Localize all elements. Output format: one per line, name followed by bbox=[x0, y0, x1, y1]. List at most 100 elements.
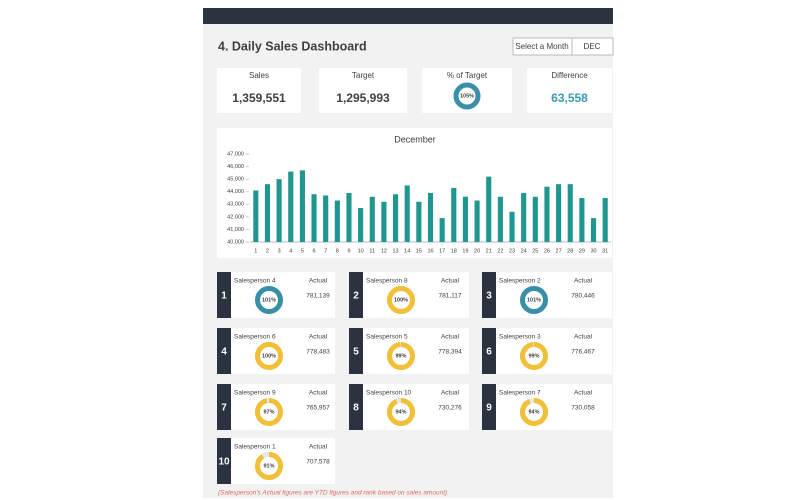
bar bbox=[451, 187, 457, 242]
actual-label: Actual bbox=[441, 390, 460, 397]
salesperson-name: Salesperson 6 bbox=[234, 334, 276, 341]
salesperson-name: Salesperson 2 bbox=[499, 278, 541, 285]
x-tick-label: 12 bbox=[381, 248, 387, 254]
actual-value: 730,276 bbox=[438, 405, 462, 412]
percent-label: 101% bbox=[527, 297, 541, 303]
bar bbox=[602, 198, 608, 242]
percent-label: 97% bbox=[263, 409, 274, 415]
bar bbox=[544, 186, 550, 242]
chart-card bbox=[217, 128, 612, 258]
bar bbox=[521, 192, 527, 242]
kpi-label: Sales bbox=[249, 71, 269, 80]
bar bbox=[299, 170, 305, 242]
x-tick-label: 1 bbox=[254, 248, 257, 254]
rank-box bbox=[349, 328, 363, 374]
title: 4. Daily Sales Dashboard bbox=[218, 39, 367, 53]
donut-arc bbox=[255, 286, 283, 314]
bar bbox=[590, 218, 597, 242]
kpi-label: Target bbox=[352, 71, 375, 80]
bar bbox=[579, 198, 585, 242]
donut-arc bbox=[387, 398, 415, 426]
x-tick-label: 31 bbox=[602, 248, 608, 254]
footnote: (Salesperson's Actual figures are YTD fi… bbox=[218, 490, 447, 497]
salesperson-name: Salesperson 5 bbox=[366, 334, 408, 341]
bar bbox=[253, 190, 259, 242]
percent-label: 91% bbox=[263, 463, 274, 469]
month-selector[interactable] bbox=[512, 37, 614, 56]
x-tick-label: 29 bbox=[579, 248, 585, 254]
x-tick-label: 16 bbox=[427, 248, 433, 254]
bar bbox=[474, 200, 480, 242]
x-tick-label: 26 bbox=[544, 248, 550, 254]
salesperson-name: Salesperson 1 bbox=[234, 444, 276, 451]
top-bar bbox=[203, 8, 613, 24]
bar bbox=[404, 185, 410, 242]
y-tick-label: 47,000 bbox=[227, 151, 244, 157]
donut-arc bbox=[387, 286, 415, 314]
x-tick-label: 28 bbox=[567, 248, 573, 254]
bar bbox=[334, 200, 340, 242]
actual-label: Actual bbox=[574, 390, 593, 397]
x-tick-label: 10 bbox=[358, 248, 364, 254]
x-tick-label: 14 bbox=[404, 248, 410, 254]
x-tick-label: 2 bbox=[266, 248, 269, 254]
chart-title: December bbox=[394, 134, 436, 144]
rank: 9 bbox=[486, 403, 492, 414]
bar bbox=[323, 195, 329, 242]
percent-label: 99% bbox=[528, 353, 539, 359]
x-tick-label: 19 bbox=[462, 248, 468, 254]
kpi-card bbox=[527, 68, 612, 113]
rank-box bbox=[217, 272, 231, 318]
salesperson-name: Salesperson 10 bbox=[366, 390, 412, 397]
bar bbox=[416, 201, 422, 242]
rank-box bbox=[349, 272, 363, 318]
month-label: Select a Month bbox=[515, 42, 568, 51]
rank-box bbox=[482, 328, 496, 374]
x-tick-label: 23 bbox=[509, 248, 515, 254]
rank: 6 bbox=[486, 347, 492, 358]
x-tick-label: 13 bbox=[393, 248, 399, 254]
actual-value: 780,446 bbox=[571, 293, 595, 300]
rank-box bbox=[482, 384, 496, 430]
x-tick-label: 30 bbox=[590, 248, 596, 254]
x-tick-label: 9 bbox=[347, 248, 350, 254]
x-tick-label: 27 bbox=[556, 248, 562, 254]
rank-box bbox=[482, 272, 496, 318]
actual-value: 778,394 bbox=[438, 349, 462, 356]
bar bbox=[556, 184, 562, 242]
donut-arc bbox=[520, 286, 548, 314]
donut-arc bbox=[255, 452, 283, 480]
percent-label: 94% bbox=[395, 409, 406, 415]
actual-value: 778,483 bbox=[306, 349, 330, 356]
month-value[interactable]: DEC bbox=[584, 42, 601, 51]
kpi-label: % of Target bbox=[447, 71, 488, 80]
kpi-card bbox=[319, 68, 407, 113]
kpi-value: 1,359,551 bbox=[232, 91, 286, 105]
actual-label: Actual bbox=[309, 444, 328, 451]
kpi-value: 1,295,993 bbox=[336, 91, 390, 105]
donut-arc bbox=[520, 398, 548, 426]
actual-label: Actual bbox=[309, 390, 328, 397]
x-tick-label: 18 bbox=[451, 248, 457, 254]
actual-value: 781,139 bbox=[306, 293, 330, 300]
y-tick-label: 40,000 bbox=[227, 239, 244, 245]
rank-box bbox=[217, 438, 231, 484]
actual-label: Actual bbox=[441, 278, 460, 285]
actual-label: Actual bbox=[574, 334, 593, 341]
percent-label: 99% bbox=[395, 353, 406, 359]
rank: 4 bbox=[221, 347, 227, 358]
rank: 1 bbox=[221, 291, 227, 302]
x-tick-label: 24 bbox=[521, 248, 527, 254]
x-tick-label: 3 bbox=[278, 248, 281, 254]
percent-label: 101% bbox=[262, 297, 276, 303]
bar bbox=[288, 171, 294, 242]
bar bbox=[486, 176, 492, 242]
donut-arc bbox=[453, 82, 481, 110]
bar bbox=[276, 179, 282, 242]
kpi-value: 63,558 bbox=[551, 91, 588, 105]
actual-value: 781,117 bbox=[438, 293, 461, 300]
x-tick-label: 5 bbox=[301, 248, 304, 254]
actual-value: 765,957 bbox=[306, 405, 330, 412]
salesperson-name: Salesperson 9 bbox=[234, 390, 276, 397]
